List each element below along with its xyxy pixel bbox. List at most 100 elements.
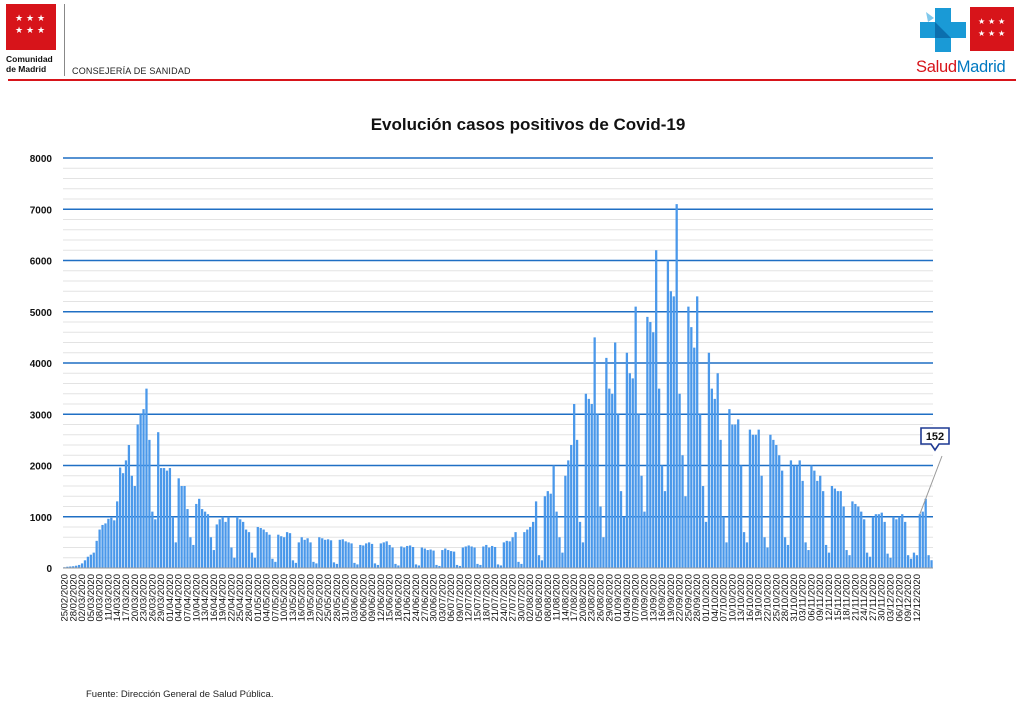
bar [681,455,684,568]
bar [573,404,576,568]
bar [640,475,643,568]
bar [118,467,122,568]
bar [69,566,72,568]
bar [763,537,766,568]
bar [470,546,473,568]
x-tick-label: 19/05/2020 [306,574,317,622]
x-tick-label: 22/10/2020 [762,574,773,622]
bar [104,523,107,568]
bar [324,539,327,568]
bar [177,478,180,568]
bar [915,555,919,568]
bar [505,540,508,568]
bar [567,460,570,569]
x-tick-label: 09/07/2020 [455,574,466,622]
x-tick-label: 27/06/2020 [420,574,431,622]
bar [315,563,318,568]
bar [113,520,116,568]
bar [467,545,470,568]
bar [760,475,763,568]
x-tick-label: 01/04/2020 [165,574,176,622]
bar [297,542,300,569]
y-tick-label: 7000 [30,205,53,216]
bar [130,475,133,568]
bar [596,414,599,568]
x-tick-label: 24/07/2020 [499,574,510,622]
bar [827,552,831,569]
bar [739,465,743,568]
bar [520,563,523,568]
bar [704,521,708,569]
bar [420,547,423,568]
x-tick-label: 15/06/2020 [385,574,396,622]
bar [394,563,397,568]
bar [256,527,259,568]
callout-label: 152 [926,431,944,443]
x-tick-label: 12/07/2020 [464,574,475,622]
x-tick-label: 26/03/2020 [147,574,158,622]
x-tick-label: 06/06/2020 [358,574,369,622]
bar [693,347,696,569]
bar [92,552,95,569]
bar [634,306,637,569]
bar [376,564,380,568]
bar [86,556,90,568]
bar [195,503,198,568]
x-tick-label: 02/03/2020 [77,574,88,622]
bar [80,563,84,568]
x-tick-label: 16/05/2020 [297,574,308,622]
x-tick-label: 24/11/2020 [859,574,870,621]
bar [429,549,432,568]
bar [344,541,347,568]
bar [778,455,781,568]
x-tick-label: 23/03/2020 [139,574,150,622]
bar [265,532,268,569]
x-tick-label: 22/09/2020 [675,574,686,622]
x-tick-label: 19/10/2020 [754,574,765,622]
bar [766,547,769,568]
bar [259,528,262,568]
bar [89,554,92,568]
saludmadrid-logo: ★ ★ ★ ★ ★ ★ SaludMadrid [916,4,1018,78]
x-tick-label: 21/06/2020 [402,574,413,622]
madrid-flag-icon: ★ ★ ★ ★ ★ ★ [970,7,1014,51]
chart-title: Evolución casos positivos de Covid-19 [371,115,686,134]
bar [411,546,415,568]
bar [722,516,725,568]
covid-cases-chart: Evolución casos positivos de Covid-19 0 10… [30,115,950,622]
bar [927,555,930,568]
bar [599,506,602,568]
bar [537,555,541,568]
bar [75,565,78,568]
bar [769,434,772,568]
x-tick-label: 25/09/2020 [683,574,694,622]
bar [288,533,292,568]
x-tick-label: 29/03/2020 [156,574,167,622]
x-tick-label: 18/11/2020 [842,574,853,621]
bar [534,501,538,569]
bar [479,564,482,568]
x-tick-label: 19/09/2020 [666,574,677,622]
bar [391,547,394,568]
bar [874,514,878,568]
header-rule [8,79,1016,81]
x-tick-label: 06/07/2020 [446,574,457,622]
bar [687,306,690,569]
comunidad-madrid-logo: ★ ★ ★ ★ ★ ★ ★ Comunidad de Madrid CONSEJ… [6,4,206,78]
bar [734,424,737,568]
bar [813,470,816,569]
bar [165,470,169,569]
x-tick-label: 01/09/2020 [613,574,624,622]
bar [619,491,623,569]
bar [321,538,324,568]
x-tick-label: 05/03/2020 [86,574,97,622]
bar [157,432,160,568]
bar [139,414,142,568]
bar [652,332,655,568]
bar [540,560,544,568]
bar [121,473,125,568]
bar [745,542,749,569]
x-tick-label: 25/05/2020 [323,574,334,622]
bar [842,506,845,568]
x-tick-label: 21/07/2020 [490,574,501,622]
